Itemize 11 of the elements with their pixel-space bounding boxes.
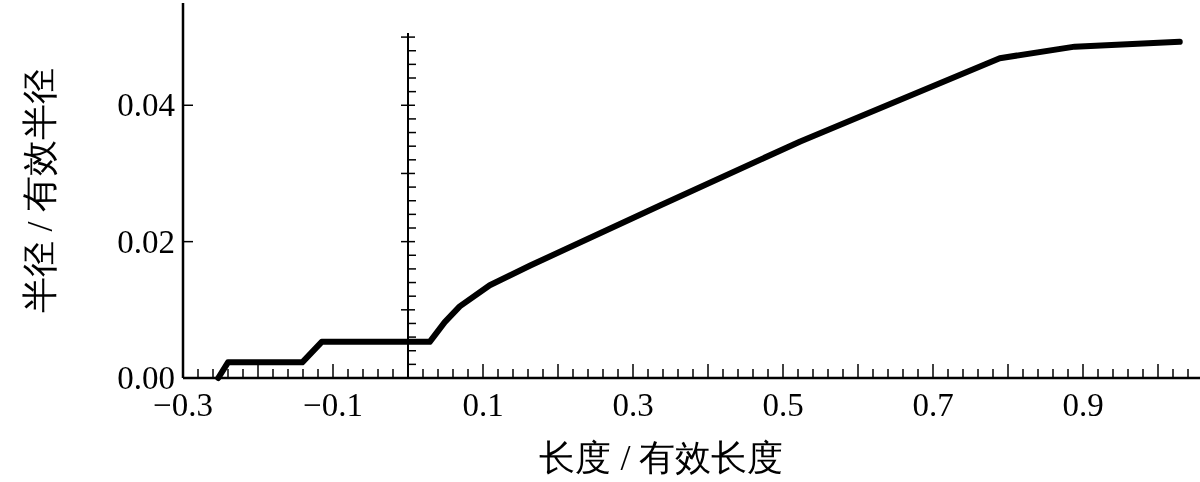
x-tick-label: 0.9 [1062,387,1104,423]
x-axis-title: 长度 / 有效长度 [539,438,784,478]
x-tick-label: 0.7 [912,387,954,423]
x-tick-label: 0.1 [462,387,504,423]
y-tick-label: 0.02 [117,223,175,260]
y-tick-label: 0.04 [117,87,175,124]
y-axis-title: 半径 / 有效半径 [20,68,60,313]
x-tick-label: 0.3 [612,387,654,423]
x-tick-label: 0.5 [762,387,804,423]
y-tick-label: 0.00 [117,360,175,396]
x-tick-label: −0.1 [303,387,363,423]
